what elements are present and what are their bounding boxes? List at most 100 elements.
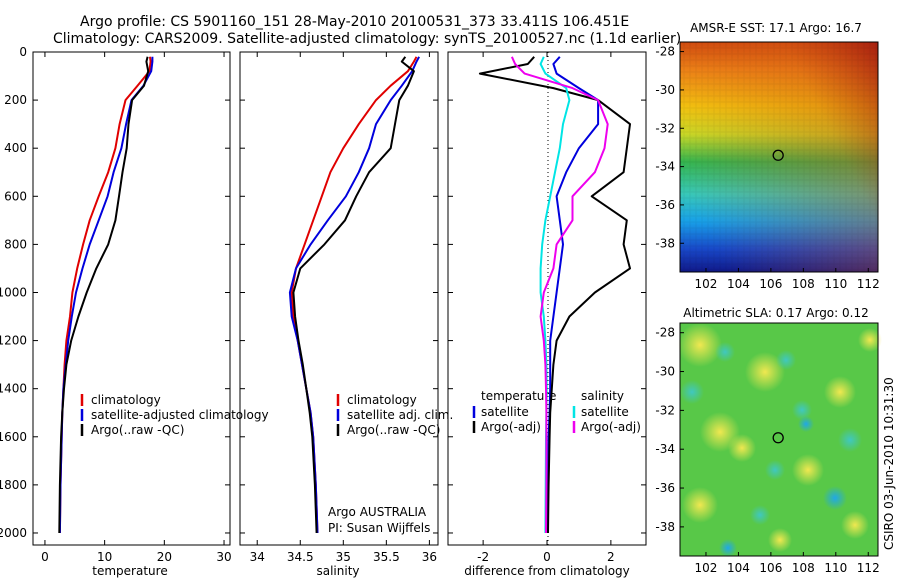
legend-label-sal-argo: Argo(-adj) [581,420,641,434]
sla-blob [838,428,862,452]
series-line-salinity-satellite [539,56,571,534]
sla-blob [680,380,704,404]
temperature-xlabel: temperature [92,564,167,578]
series-line-satellite-adj-clim- [288,56,420,534]
series-line-argo-raw-qc- [292,56,415,534]
temperature-panel: temperature climatology satellite-adjust… [0,45,269,578]
map-x-tick-label: 110 [824,561,847,575]
sla-blob [858,328,882,352]
map-y-tick-label: -34 [655,442,675,456]
x-tick-label: 30 [216,550,231,564]
legend-label-argo: Argo(..raw -QC) [91,423,184,437]
sla-blob [750,505,770,525]
y-tick-label: 1800 [0,478,27,492]
map-x-tick-label: 106 [759,561,782,575]
sla-axes [679,322,879,557]
sla-blob [776,350,796,370]
legend-heading-salinity: salinity [581,389,624,403]
y-tick-label: 400 [4,141,27,155]
argo-location-marker [772,432,784,444]
sst-map: AMSR-E SST: 17.1 Argo: 16.7 102 104 106 108… [655,21,879,291]
map-y-tick-label: -32 [655,121,675,135]
sla-map: Altimetric SLA: 0.17 Argo: 0.12 102 104 10… [655,306,882,575]
sla-blobs [678,323,882,557]
map-y-tick-label: -36 [655,481,675,495]
map-x-tick-label: 102 [695,277,718,291]
sst-axes [679,41,879,273]
difference-panel: difference from climatology temperature … [447,51,647,578]
legend-heading-temperature: temperature [481,389,556,403]
y-tick-label: 1600 [0,430,27,444]
difference-legend: temperature satellite Argo(-adj) salinit… [472,389,641,434]
map-x-tick-label: 102 [695,561,718,575]
series-line-climatology [290,56,418,534]
sla-title: Altimetric SLA: 0.17 Argo: 0.12 [683,306,868,320]
difference-xlabel: difference from climatology [464,564,630,578]
sst-title: AMSR-E SST: 17.1 Argo: 16.7 [690,21,862,35]
y-tick-label: 1400 [0,382,27,396]
y-tick-label: 0 [19,45,27,59]
series-line-temperature-satellite [546,56,600,534]
x-tick-label: -2 [477,550,489,564]
y-tick-label: 1200 [0,334,27,348]
sla-blob [682,487,718,523]
x-tick-label: 34 [250,550,265,564]
header-line1: Argo profile: CS 5901160_151 28-May-2010… [80,14,629,30]
map-x-tick-label: 104 [727,277,750,291]
sla-blob [719,539,737,557]
sla-blob [728,434,756,462]
x-tick-label: 36 [422,550,437,564]
map-y-tick-label: -36 [655,198,675,212]
sla-blob [765,460,785,480]
argo-location-marker [772,149,784,161]
x-tick-label: 2 [607,550,615,564]
salinity-axes [239,51,439,546]
sla-blob [678,323,722,367]
timestamp-label: CSIRO 03-Jun-2010 10:31:30 [882,377,896,550]
map-y-tick-label: -30 [655,365,675,379]
y-tick-label: 200 [4,93,27,107]
series-line-argo-raw-qc- [58,56,150,534]
salinity-xlabel: salinity [316,564,359,578]
annotation-pi: PI: Susan Wijffels [328,521,430,535]
sla-blob [823,486,847,510]
legend-label-climatology: climatology [91,393,161,407]
y-tick-label: 800 [4,237,27,251]
x-tick-label: 0 [543,550,551,564]
map-y-tick-label: -38 [655,520,675,534]
x-tick-label: 35.5 [373,550,400,564]
sla-blob [824,376,856,408]
map-y-tick-label: -32 [655,403,675,417]
y-tick-label: 600 [4,189,27,203]
legend-label-sal-satellite: satellite [581,405,629,419]
series-line-satellite-adjusted-climatology [58,56,154,534]
map-y-tick-label: -34 [655,160,675,174]
map-x-tick-label: 108 [792,277,815,291]
sla-blob [715,342,735,362]
series-line-climatology [58,56,152,534]
map-y-tick-label: -28 [655,45,675,59]
x-tick-label: 35 [336,550,351,564]
map-x-tick-label: 110 [824,277,847,291]
map-x-tick-label: 106 [759,277,782,291]
sla-blob [841,511,869,539]
x-tick-label: 0 [41,550,49,564]
x-tick-label: 10 [97,550,112,564]
map-x-tick-label: 112 [857,277,880,291]
sla-blob [768,528,792,552]
sla-blob [745,352,785,392]
temperature-legend: climatology satellite-adjusted climatolo… [80,393,269,437]
map-x-tick-label: 104 [727,561,750,575]
map-x-tick-label: 108 [792,561,815,575]
sla-blob [792,454,824,486]
map-y-tick-label: -38 [655,236,675,250]
map-y-tick-label: -28 [655,326,675,340]
map-y-tick-label: -30 [655,83,675,97]
legend-label-temp-satellite: satellite [481,405,529,419]
map-x-tick-label: 112 [857,561,880,575]
y-tick-label: 2000 [0,526,27,540]
sla-blob [798,416,814,432]
legend-label-satellite: satellite-adjusted climatology [91,408,269,422]
x-tick-label: 20 [157,550,172,564]
